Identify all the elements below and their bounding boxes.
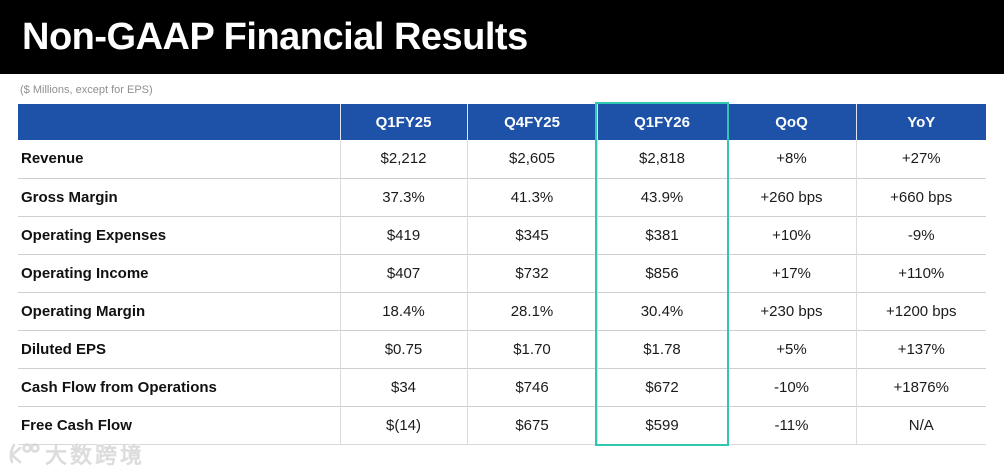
cell-value: +5% <box>726 329 856 368</box>
watermark-logo-icon <box>9 443 40 464</box>
cell-value: $672 <box>596 367 727 406</box>
table-row: Gross Margin 37.3% 41.3% 43.9% +260 bps … <box>18 177 986 216</box>
column-header-yoy: YoY <box>855 104 986 140</box>
table-row: Revenue $2,212 $2,605 $2,818 +8% +27% <box>18 140 986 178</box>
row-label: Free Cash Flow <box>18 405 340 445</box>
cell-value: 43.9% <box>596 177 727 216</box>
cell-value: 28.1% <box>466 291 597 330</box>
units-note: ($ Millions, except for EPS) <box>20 84 153 96</box>
cell-value: $(14) <box>339 405 467 445</box>
cell-value: $1.78 <box>596 329 727 368</box>
cell-value: $0.75 <box>339 329 467 368</box>
cell-value: $856 <box>596 253 727 292</box>
cell-value: $746 <box>466 367 597 406</box>
table-row: Operating Expenses $419 $345 $381 +10% -… <box>18 215 986 254</box>
cell-value: $2,212 <box>339 140 467 178</box>
row-label: Revenue <box>21 150 84 168</box>
cell-value: $407 <box>339 253 467 292</box>
row-label: Cash Flow from Operations <box>18 367 340 406</box>
cell-value: $345 <box>466 215 597 254</box>
cell-value: $2,605 <box>466 140 597 178</box>
cell-value: $419 <box>339 215 467 254</box>
cell-value: $34 <box>339 367 467 406</box>
corner-cell <box>18 104 340 140</box>
cell-value: +8% <box>726 140 856 178</box>
column-header-q1fy25: Q1FY25 <box>339 104 467 140</box>
cell-value: 41.3% <box>466 177 597 216</box>
title-banner: Non-GAAP Financial Results <box>0 0 1004 74</box>
cell-value: $599 <box>596 405 727 445</box>
cell-value: +1876% <box>855 367 986 406</box>
cell-value: $1.70 <box>466 329 597 368</box>
cell-value: -11% <box>726 405 856 445</box>
cell-value: N/A <box>855 405 986 445</box>
column-header-q4fy25: Q4FY25 <box>466 104 597 140</box>
table-row: Operating Margin 18.4% 28.1% 30.4% +230 … <box>18 291 986 330</box>
cell-value: 37.3% <box>339 177 467 216</box>
cell-value: +10% <box>726 215 856 254</box>
table-row: Operating Income $407 $732 $856 +17% +11… <box>18 253 986 292</box>
results-table: Q1FY25 Q4FY25 Q1FY26 QoQ YoY Revenue $2,… <box>18 104 986 445</box>
page-title: Non-GAAP Financial Results <box>22 15 528 58</box>
cell-value: 30.4% <box>596 291 727 330</box>
table-row: Free Cash Flow $(14) $675 $599 -11% N/A <box>18 405 986 445</box>
cell-value: $732 <box>466 253 597 292</box>
row-label: Operating Margin <box>18 291 340 330</box>
cell-value: $675 <box>466 405 597 445</box>
cell-value: +27% <box>855 140 986 178</box>
row-label: Operating Income <box>18 253 340 292</box>
column-header-q1fy26: Q1FY26 <box>596 104 727 140</box>
column-header-qoq: QoQ <box>726 104 856 140</box>
cell-value: +660 bps <box>855 177 986 216</box>
row-label: Gross Margin <box>18 177 340 216</box>
cell-value: +137% <box>855 329 986 368</box>
cell-value: +1200 bps <box>855 291 986 330</box>
header-row: Q1FY25 Q4FY25 Q1FY26 QoQ YoY <box>18 104 986 140</box>
cell-value: -10% <box>726 367 856 406</box>
row-label: Operating Expenses <box>18 215 340 254</box>
cell-value: 18.4% <box>339 291 467 330</box>
cell-value: +230 bps <box>726 291 856 330</box>
cell-value: $2,818 <box>596 140 727 178</box>
cell-value: -9% <box>855 215 986 254</box>
table-row: Cash Flow from Operations $34 $746 $672 … <box>18 367 986 406</box>
row-label: Diluted EPS <box>18 329 340 368</box>
table-row: Diluted EPS $0.75 $1.70 $1.78 +5% +137% <box>18 329 986 368</box>
cell-value: +110% <box>855 253 986 292</box>
cell-value: +260 bps <box>726 177 856 216</box>
cell-value: $381 <box>596 215 727 254</box>
cell-value: +17% <box>726 253 856 292</box>
